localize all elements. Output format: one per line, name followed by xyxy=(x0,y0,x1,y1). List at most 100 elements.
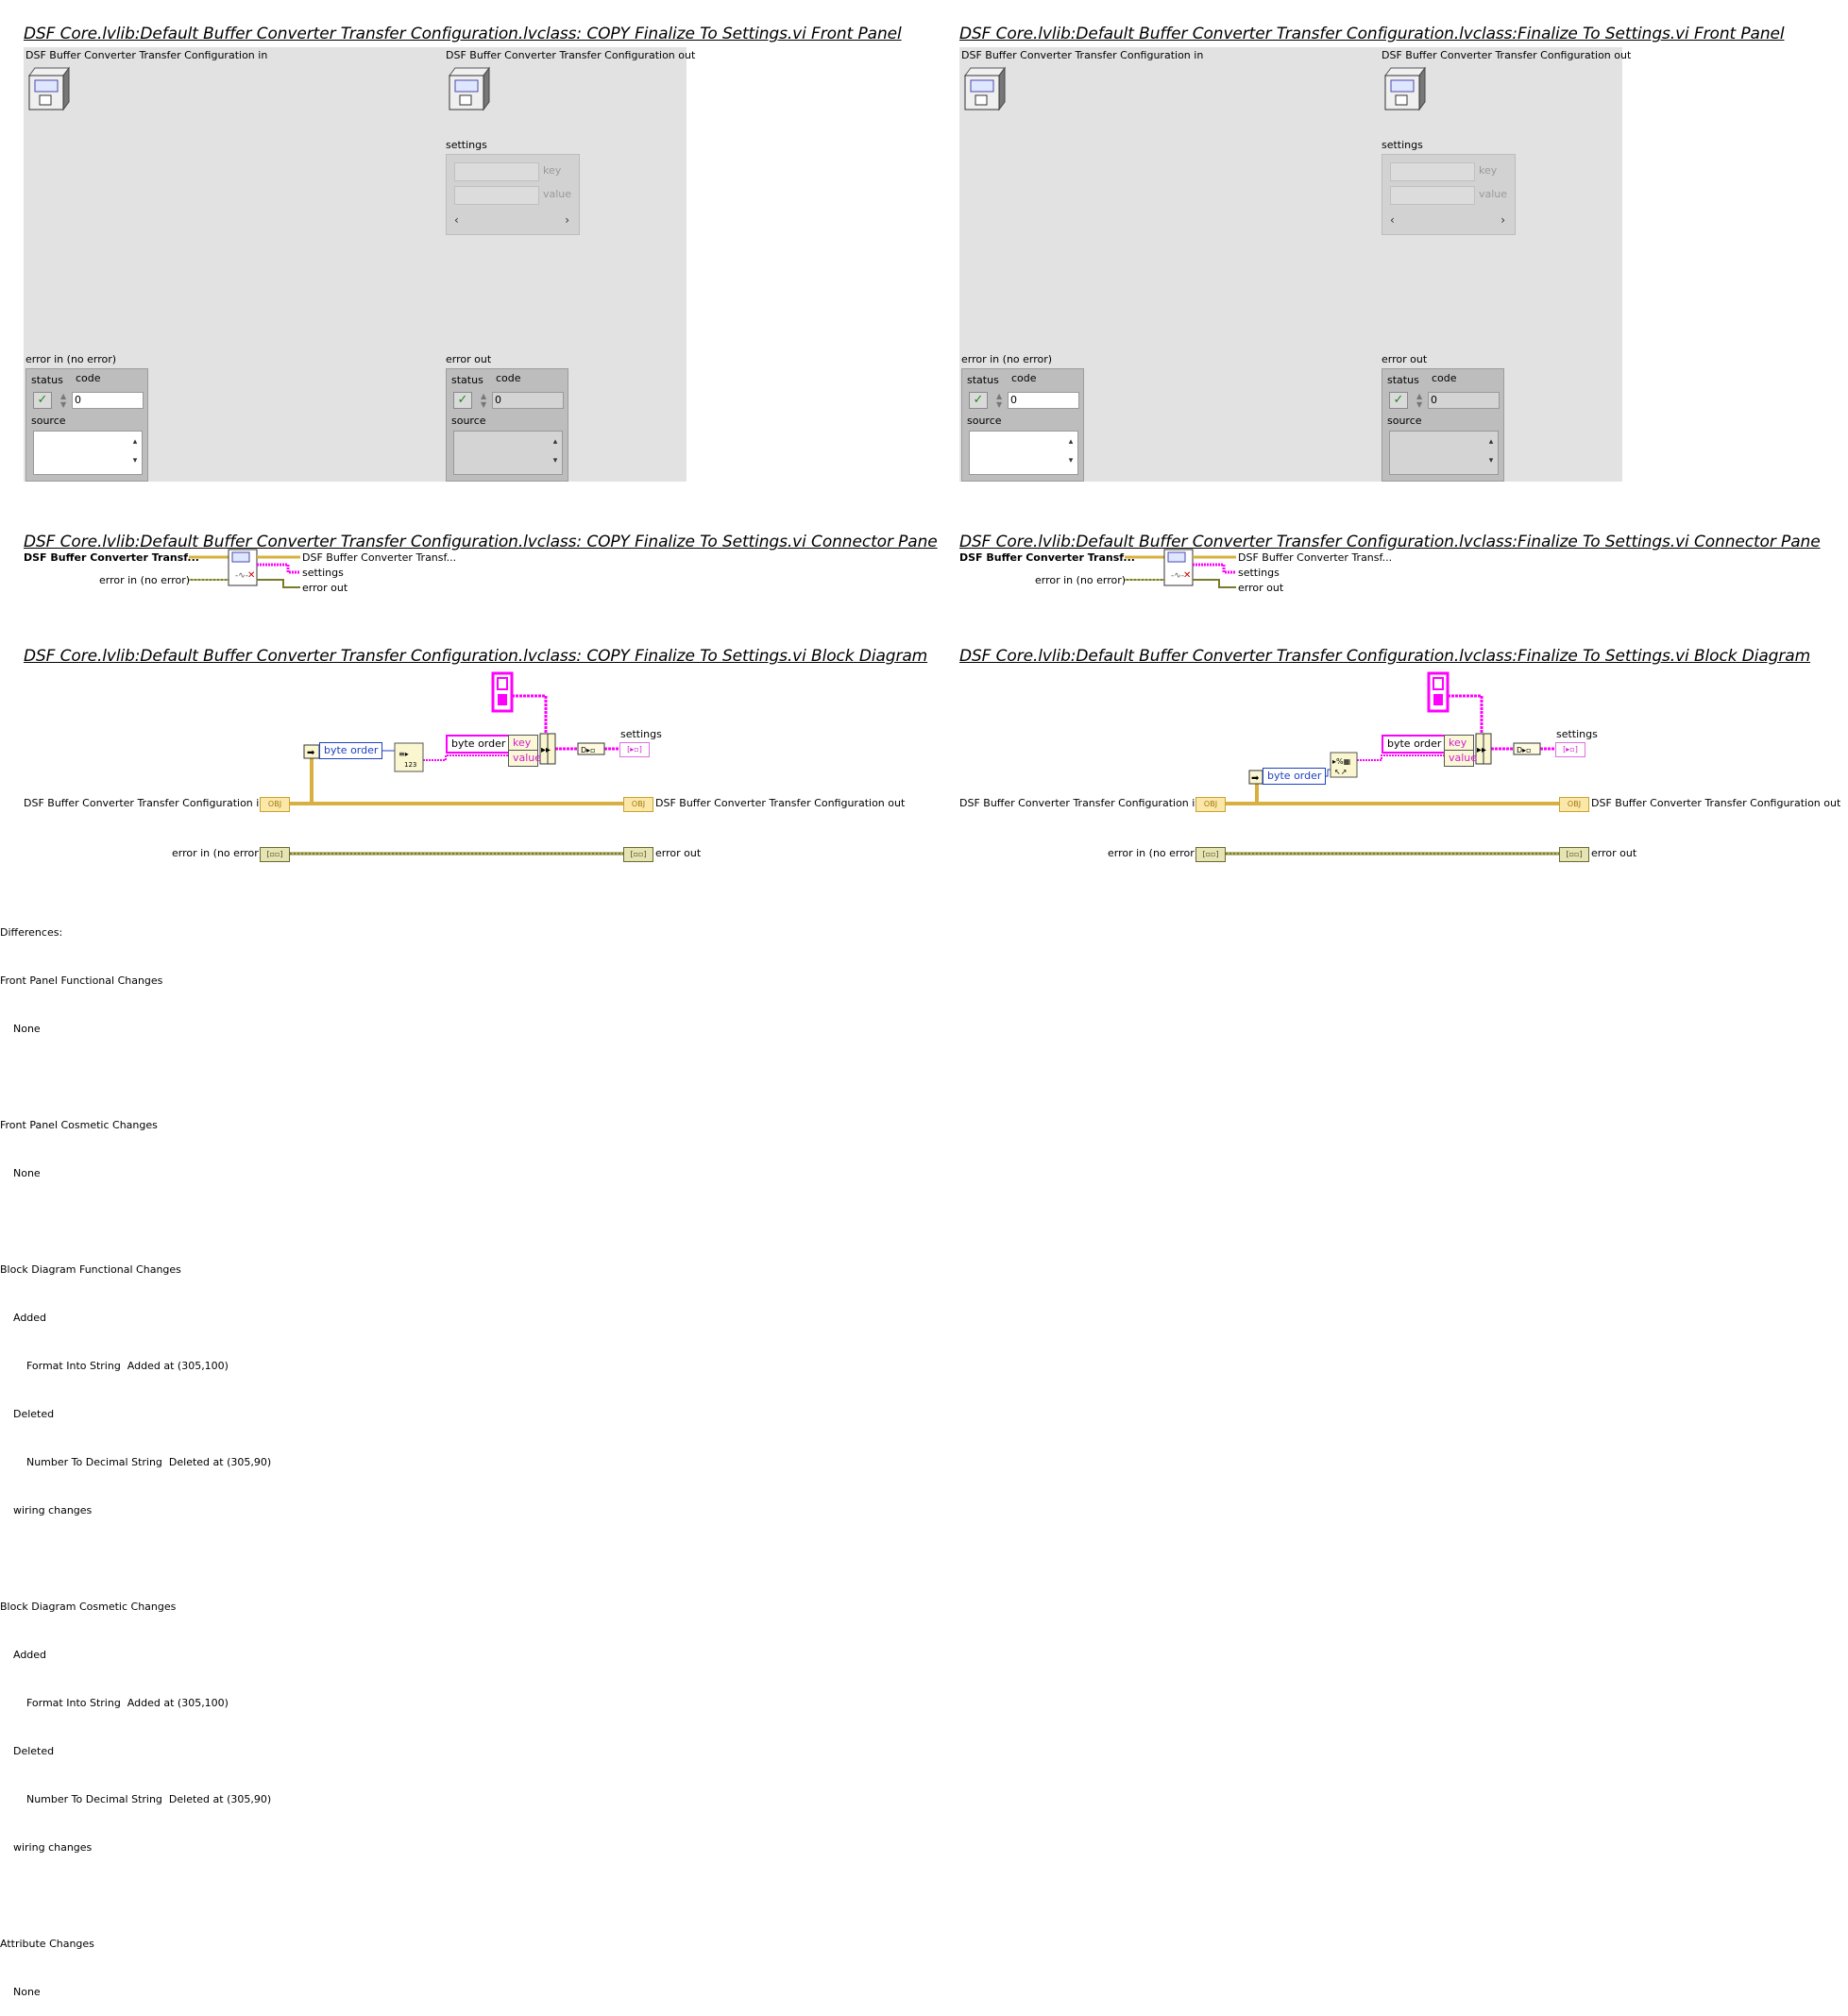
settings-terminal-label: settings xyxy=(620,728,662,740)
error-out-terminal[interactable]: [▫▫] xyxy=(623,847,653,862)
block-diagram-title: DSF Core.lvlib:Default Buffer Converter … xyxy=(24,647,928,666)
status-label: status xyxy=(967,374,999,386)
source-scroll-icon[interactable]: ▴ ▾ xyxy=(552,437,558,466)
svg-text:➡: ➡ xyxy=(307,748,315,758)
config-in-terminal[interactable]: OBJ xyxy=(260,797,290,812)
source-scroll-icon[interactable]: ▴ ▾ xyxy=(132,437,138,466)
svg-text:▸%▦: ▸%▦ xyxy=(1332,757,1350,766)
svg-text:➡: ➡ xyxy=(1251,773,1260,784)
error-in-terminal[interactable]: [▫▫] xyxy=(1195,847,1226,862)
code-indicator: 0 xyxy=(492,392,564,409)
config-in-label: DSF Buffer Converter Transfer Configurat… xyxy=(25,49,268,61)
status-check-icon[interactable]: ✓ xyxy=(969,392,988,409)
diff-line: None xyxy=(0,1023,41,1035)
code-indicator: 0 xyxy=(1428,392,1500,409)
error-out-terminal[interactable]: [▫▫] xyxy=(1559,847,1589,862)
block-diagram: ▸▸ D▸▫ ≡▸ 123 ➡ byte order byte order ke… xyxy=(0,666,925,869)
code-spinner-icon: ▲ ▼ xyxy=(1416,392,1423,409)
config-out-terminal[interactable]: OBJ xyxy=(623,797,653,812)
diff-line: Front Panel Cosmetic Changes xyxy=(0,1119,158,1131)
config-out-label: DSF Buffer Converter Transfer Configurat… xyxy=(446,49,696,61)
code-spinner-icon[interactable]: ▲ ▼ xyxy=(996,392,1003,409)
code-label: code xyxy=(496,372,521,384)
front-panel: DSF Buffer Converter Transfer Configurat… xyxy=(959,47,1631,482)
status-check-icon[interactable]: ✓ xyxy=(33,392,52,409)
error-out-label: error out xyxy=(446,353,492,365)
key-field xyxy=(454,162,539,181)
code-input[interactable]: 0 xyxy=(1008,392,1079,409)
front-panel-title: DSF Core.lvlib:Default Buffer Converter … xyxy=(959,25,1785,43)
scroll-left-icon[interactable]: ‹ xyxy=(454,213,459,227)
diff-line: Number To Decimal String Deleted at (305… xyxy=(0,1456,272,1468)
error-in-terminal-label: error in (no error) xyxy=(172,847,263,859)
source-label: source xyxy=(1387,415,1422,427)
source-scroll-icon[interactable]: ▴ ▾ xyxy=(1068,437,1074,466)
code-label: code xyxy=(1432,372,1457,384)
source-input[interactable]: ▴ ▾ xyxy=(969,431,1078,475)
byte-order-string-constant[interactable]: byte order xyxy=(1382,735,1448,754)
scroll-right-icon[interactable]: › xyxy=(565,213,569,227)
settings-label: settings xyxy=(446,139,487,151)
connector-pane: DSF Buffer Converter Transf... error in … xyxy=(0,549,472,606)
error-out-terminal-label: error out xyxy=(655,847,702,859)
right-vi-column: DSF Core.lvlib:Default Buffer Converter … xyxy=(936,0,1848,906)
source-label: source xyxy=(451,415,486,427)
svg-text:▸▸: ▸▸ xyxy=(1477,745,1486,755)
cp-error-out-label: error out xyxy=(1238,582,1284,594)
source-scroll-icon[interactable]: ▴ ▾ xyxy=(1488,437,1494,466)
svg-text:✕: ✕ xyxy=(1183,570,1191,581)
class-object-icon xyxy=(1384,66,1426,111)
diff-line: Differences: xyxy=(0,926,63,939)
source-input[interactable]: ▴ ▾ xyxy=(33,431,143,475)
settings-terminal[interactable]: [▸▫] xyxy=(619,742,650,757)
code-spinner-icon[interactable]: ▲ ▼ xyxy=(60,392,67,409)
status-label: status xyxy=(451,374,483,386)
config-in-terminal[interactable]: OBJ xyxy=(1195,797,1226,812)
status-label: status xyxy=(31,374,63,386)
byte-order-string-constant[interactable]: byte order xyxy=(446,735,512,754)
cp-error-out-label: error out xyxy=(302,582,348,594)
config-out-terminal[interactable]: OBJ xyxy=(1559,797,1589,812)
status-check-icon: ✓ xyxy=(453,392,472,409)
byte-order-constant[interactable]: byte order xyxy=(1263,768,1327,785)
code-label: code xyxy=(76,372,101,384)
diff-line: Added xyxy=(0,1312,47,1324)
scroll-left-icon[interactable]: ‹ xyxy=(1390,213,1395,227)
array-scrollbar[interactable]: ‹ › xyxy=(1386,213,1509,229)
error-in-label: error in (no error) xyxy=(25,353,117,365)
settings-array: key value ‹ › xyxy=(446,154,580,235)
array-scrollbar[interactable]: ‹ › xyxy=(450,213,573,229)
error-in-terminal[interactable]: [▫▫] xyxy=(260,847,290,862)
value-label: value xyxy=(1479,188,1508,200)
settings-terminal[interactable]: [▸▫] xyxy=(1555,742,1585,757)
error-out-cluster: status code ✓ ▲ ▼ 0 source ▴ ▾ xyxy=(1382,368,1504,482)
config-out-terminal-label: DSF Buffer Converter Transfer Configurat… xyxy=(655,797,906,809)
block-diagram-title: DSF Core.lvlib:Default Buffer Converter … xyxy=(959,647,1811,666)
svg-text:≡▸: ≡▸ xyxy=(398,750,409,758)
byte-order-constant[interactable]: byte order xyxy=(319,742,383,759)
cp-config-out-label: DSF Buffer Converter Transf... xyxy=(302,551,457,564)
diff-line xyxy=(0,1888,271,1904)
config-in-terminal-label: DSF Buffer Converter Transfer Configurat… xyxy=(959,797,1202,809)
diff-line: wiring changes xyxy=(0,1841,93,1854)
error-out-label: error out xyxy=(1382,353,1428,365)
diff-line: Deleted xyxy=(0,1745,55,1757)
key-field xyxy=(1390,162,1475,181)
key-label: key xyxy=(543,164,562,177)
source-label: source xyxy=(967,415,1002,427)
error-out-terminal-label: error out xyxy=(1591,847,1637,859)
code-input[interactable]: 0 xyxy=(72,392,144,409)
cp-config-in-label: DSF Buffer Converter Transf... xyxy=(24,551,199,564)
diff-line: Block Diagram Cosmetic Changes xyxy=(0,1601,177,1613)
source-indicator: ▴ ▾ xyxy=(453,431,563,475)
cp-settings-label: settings xyxy=(302,567,344,579)
class-object-icon[interactable] xyxy=(25,64,70,111)
settings-array: key value ‹ › xyxy=(1382,154,1516,235)
code-label: code xyxy=(1011,372,1037,384)
scroll-right-icon[interactable]: › xyxy=(1500,213,1505,227)
svg-text:-∿-: -∿- xyxy=(1171,571,1184,581)
class-object-icon[interactable] xyxy=(961,64,1006,111)
diff-line: None xyxy=(0,1986,41,1998)
key-bundle-element: key xyxy=(1444,735,1474,752)
value-bundle-element: value xyxy=(1444,750,1477,767)
